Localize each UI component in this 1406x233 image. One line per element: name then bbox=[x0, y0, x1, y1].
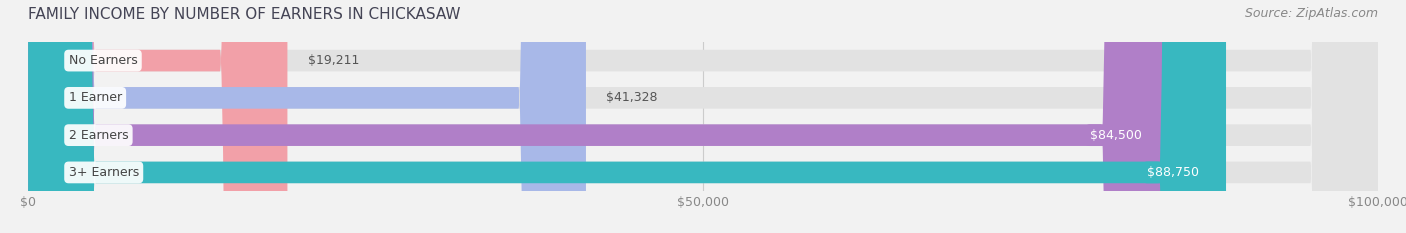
Text: $84,500: $84,500 bbox=[1090, 129, 1142, 142]
Text: FAMILY INCOME BY NUMBER OF EARNERS IN CHICKASAW: FAMILY INCOME BY NUMBER OF EARNERS IN CH… bbox=[28, 7, 461, 22]
Text: 3+ Earners: 3+ Earners bbox=[69, 166, 139, 179]
Text: No Earners: No Earners bbox=[69, 54, 138, 67]
FancyBboxPatch shape bbox=[28, 0, 586, 233]
Text: Source: ZipAtlas.com: Source: ZipAtlas.com bbox=[1244, 7, 1378, 20]
FancyBboxPatch shape bbox=[28, 0, 1378, 233]
Text: 2 Earners: 2 Earners bbox=[69, 129, 128, 142]
FancyBboxPatch shape bbox=[28, 0, 287, 233]
Text: $41,328: $41,328 bbox=[606, 91, 658, 104]
FancyBboxPatch shape bbox=[28, 0, 1226, 233]
FancyBboxPatch shape bbox=[28, 0, 1168, 233]
Text: $19,211: $19,211 bbox=[308, 54, 359, 67]
FancyBboxPatch shape bbox=[28, 0, 1378, 233]
FancyBboxPatch shape bbox=[28, 0, 1378, 233]
Text: $88,750: $88,750 bbox=[1147, 166, 1199, 179]
FancyBboxPatch shape bbox=[28, 0, 1378, 233]
Text: 1 Earner: 1 Earner bbox=[69, 91, 122, 104]
